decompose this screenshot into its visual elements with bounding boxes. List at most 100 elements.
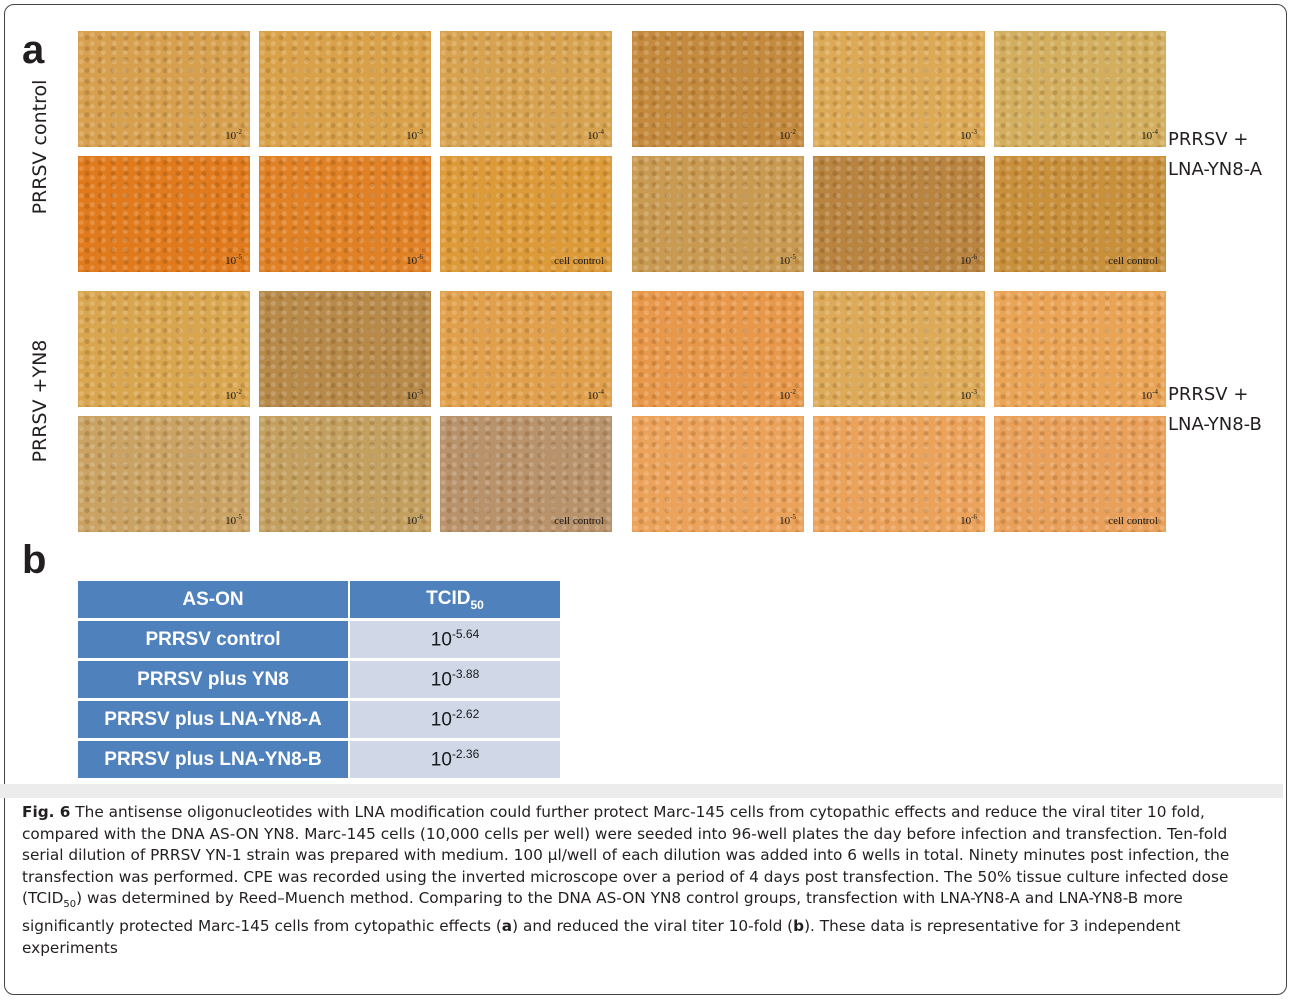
panel-a-letter: a bbox=[22, 28, 45, 72]
dilution-label: 10-3 bbox=[406, 388, 423, 402]
dilution-base: 10 bbox=[225, 255, 237, 267]
cell-texture bbox=[994, 31, 1166, 147]
caption-ref-b: b bbox=[793, 917, 805, 936]
cell-texture bbox=[632, 156, 804, 272]
dilution-label: 10-2 bbox=[779, 128, 796, 142]
dilution-label: 10-2 bbox=[225, 128, 242, 142]
dilution-base: 10 bbox=[960, 390, 972, 402]
side-label-lna-yn8-a-line2: LNA-YN8-A bbox=[1168, 159, 1263, 180]
micrograph-image: 10-4 bbox=[440, 31, 612, 147]
cell-texture bbox=[440, 156, 612, 272]
cell-texture bbox=[440, 416, 612, 532]
caption-ref-a: a bbox=[501, 917, 513, 936]
table-row: PRRSV plus LNA-YN8-B 10-2.36 bbox=[78, 741, 560, 781]
dilution-base: 10 bbox=[779, 515, 791, 527]
cell-texture bbox=[78, 31, 250, 147]
dilution-base: 10 bbox=[406, 255, 418, 267]
dilution-base: 10 bbox=[960, 130, 972, 142]
dilution-label-text: cell control bbox=[554, 515, 604, 527]
dilution-exponent: -2 bbox=[236, 388, 242, 396]
caption-text-2: ) was determined by Reed–Muench method. … bbox=[22, 889, 1183, 936]
row-label-prrsv-control: PRRSV control bbox=[29, 79, 51, 215]
cell-texture bbox=[259, 416, 431, 532]
tcid-table: AS-ON TCID50 PRRSV control 10-5.64 PRRSV… bbox=[78, 581, 560, 781]
cell-texture bbox=[259, 156, 431, 272]
micrograph-image: 10-2 bbox=[632, 291, 804, 407]
dilution-exponent: -2 bbox=[790, 128, 796, 136]
figure-frame bbox=[4, 4, 1287, 995]
side-label-lna-yn8-b: PRRSV + LNA-YN8-B bbox=[1168, 380, 1262, 440]
micrograph-image: cell control bbox=[440, 416, 612, 532]
micrograph-image: 10-4 bbox=[994, 291, 1166, 407]
dilution-base: 10 bbox=[406, 515, 418, 527]
dilution-label: 10-3 bbox=[406, 128, 423, 142]
dilution-exponent: -4 bbox=[1152, 128, 1158, 136]
micrograph-image: 10-2 bbox=[78, 291, 250, 407]
dilution-exponent: -5 bbox=[790, 513, 796, 521]
dilution-exponent: -4 bbox=[598, 128, 604, 136]
dilution-label: 10-4 bbox=[587, 388, 604, 402]
dilution-exponent: -2 bbox=[236, 128, 242, 136]
micrograph-image: 10-3 bbox=[259, 291, 431, 407]
dilution-exponent: -5 bbox=[236, 253, 242, 261]
dilution-label: 10-6 bbox=[406, 513, 423, 527]
caption-text-1: The antisense oligonucleotides with LNA … bbox=[22, 803, 1230, 908]
caption-sub: 50 bbox=[63, 899, 77, 911]
micrograph-image: 10-4 bbox=[994, 31, 1166, 147]
micrograph-image: 10-6 bbox=[259, 156, 431, 272]
dilution-base: 10 bbox=[779, 390, 791, 402]
row-value-exp: -5.64 bbox=[451, 627, 480, 642]
table-row: PRRSV plus YN8 10-3.88 bbox=[78, 661, 560, 701]
dilution-exponent: -5 bbox=[236, 513, 242, 521]
dilution-label: 10-3 bbox=[960, 388, 977, 402]
cell-texture bbox=[440, 31, 612, 147]
row-value-exp: -2.62 bbox=[451, 707, 480, 722]
dilution-label: 10-3 bbox=[960, 128, 977, 142]
dilution-exponent: -3 bbox=[417, 128, 423, 136]
dilution-base: 10 bbox=[587, 390, 599, 402]
cell-texture bbox=[632, 31, 804, 147]
header-tcid: TCID50 bbox=[350, 581, 560, 621]
dilution-label: 10-4 bbox=[1141, 128, 1158, 142]
micrograph-image: 10-2 bbox=[632, 31, 804, 147]
dilution-base: 10 bbox=[960, 255, 972, 267]
dilution-base: 10 bbox=[1141, 130, 1153, 142]
cell-texture bbox=[440, 291, 612, 407]
cell-texture bbox=[813, 31, 985, 147]
micrograph-image: cell control bbox=[994, 156, 1166, 272]
cell-texture bbox=[259, 31, 431, 147]
cell-texture bbox=[994, 291, 1166, 407]
dilution-base: 10 bbox=[587, 130, 599, 142]
cell-texture bbox=[78, 416, 250, 532]
cell-texture bbox=[78, 291, 250, 407]
micrograph-image: 10-6 bbox=[813, 416, 985, 532]
micrograph-image: 10-2 bbox=[78, 31, 250, 147]
dilution-base: 10 bbox=[779, 255, 791, 267]
header-as-on: AS-ON bbox=[78, 581, 350, 621]
dilution-label: 10-4 bbox=[587, 128, 604, 142]
micrograph-image: 10-5 bbox=[632, 416, 804, 532]
dilution-label: 10-5 bbox=[779, 253, 796, 267]
cell-texture bbox=[632, 291, 804, 407]
side-label-lna-yn8-b-line1: PRRSV + bbox=[1168, 384, 1249, 405]
dilution-base: 10 bbox=[225, 130, 237, 142]
micrograph-image: cell control bbox=[994, 416, 1166, 532]
caption-fig-label: Fig. 6 bbox=[22, 803, 71, 821]
micrograph-image: 10-6 bbox=[259, 416, 431, 532]
row-value-base: 10 bbox=[430, 749, 452, 771]
row-value: 10-5.64 bbox=[350, 621, 560, 661]
dilution-label: 10-4 bbox=[1141, 388, 1158, 402]
micrograph-image: 10-3 bbox=[813, 291, 985, 407]
dilution-label: 10-5 bbox=[225, 513, 242, 527]
row-value: 10-2.62 bbox=[350, 701, 560, 741]
caption-divider bbox=[0, 784, 1283, 798]
table-row: PRRSV control 10-5.64 bbox=[78, 621, 560, 661]
cell-texture bbox=[632, 416, 804, 532]
dilution-label: cell control bbox=[1108, 515, 1158, 527]
header-tcid-main: TCID bbox=[426, 587, 471, 609]
row-label: PRRSV plus YN8 bbox=[78, 661, 350, 701]
row-label: PRRSV plus LNA-YN8-B bbox=[78, 741, 350, 781]
dilution-base: 10 bbox=[960, 515, 972, 527]
dilution-base: 10 bbox=[406, 130, 418, 142]
dilution-exponent: -3 bbox=[971, 388, 977, 396]
